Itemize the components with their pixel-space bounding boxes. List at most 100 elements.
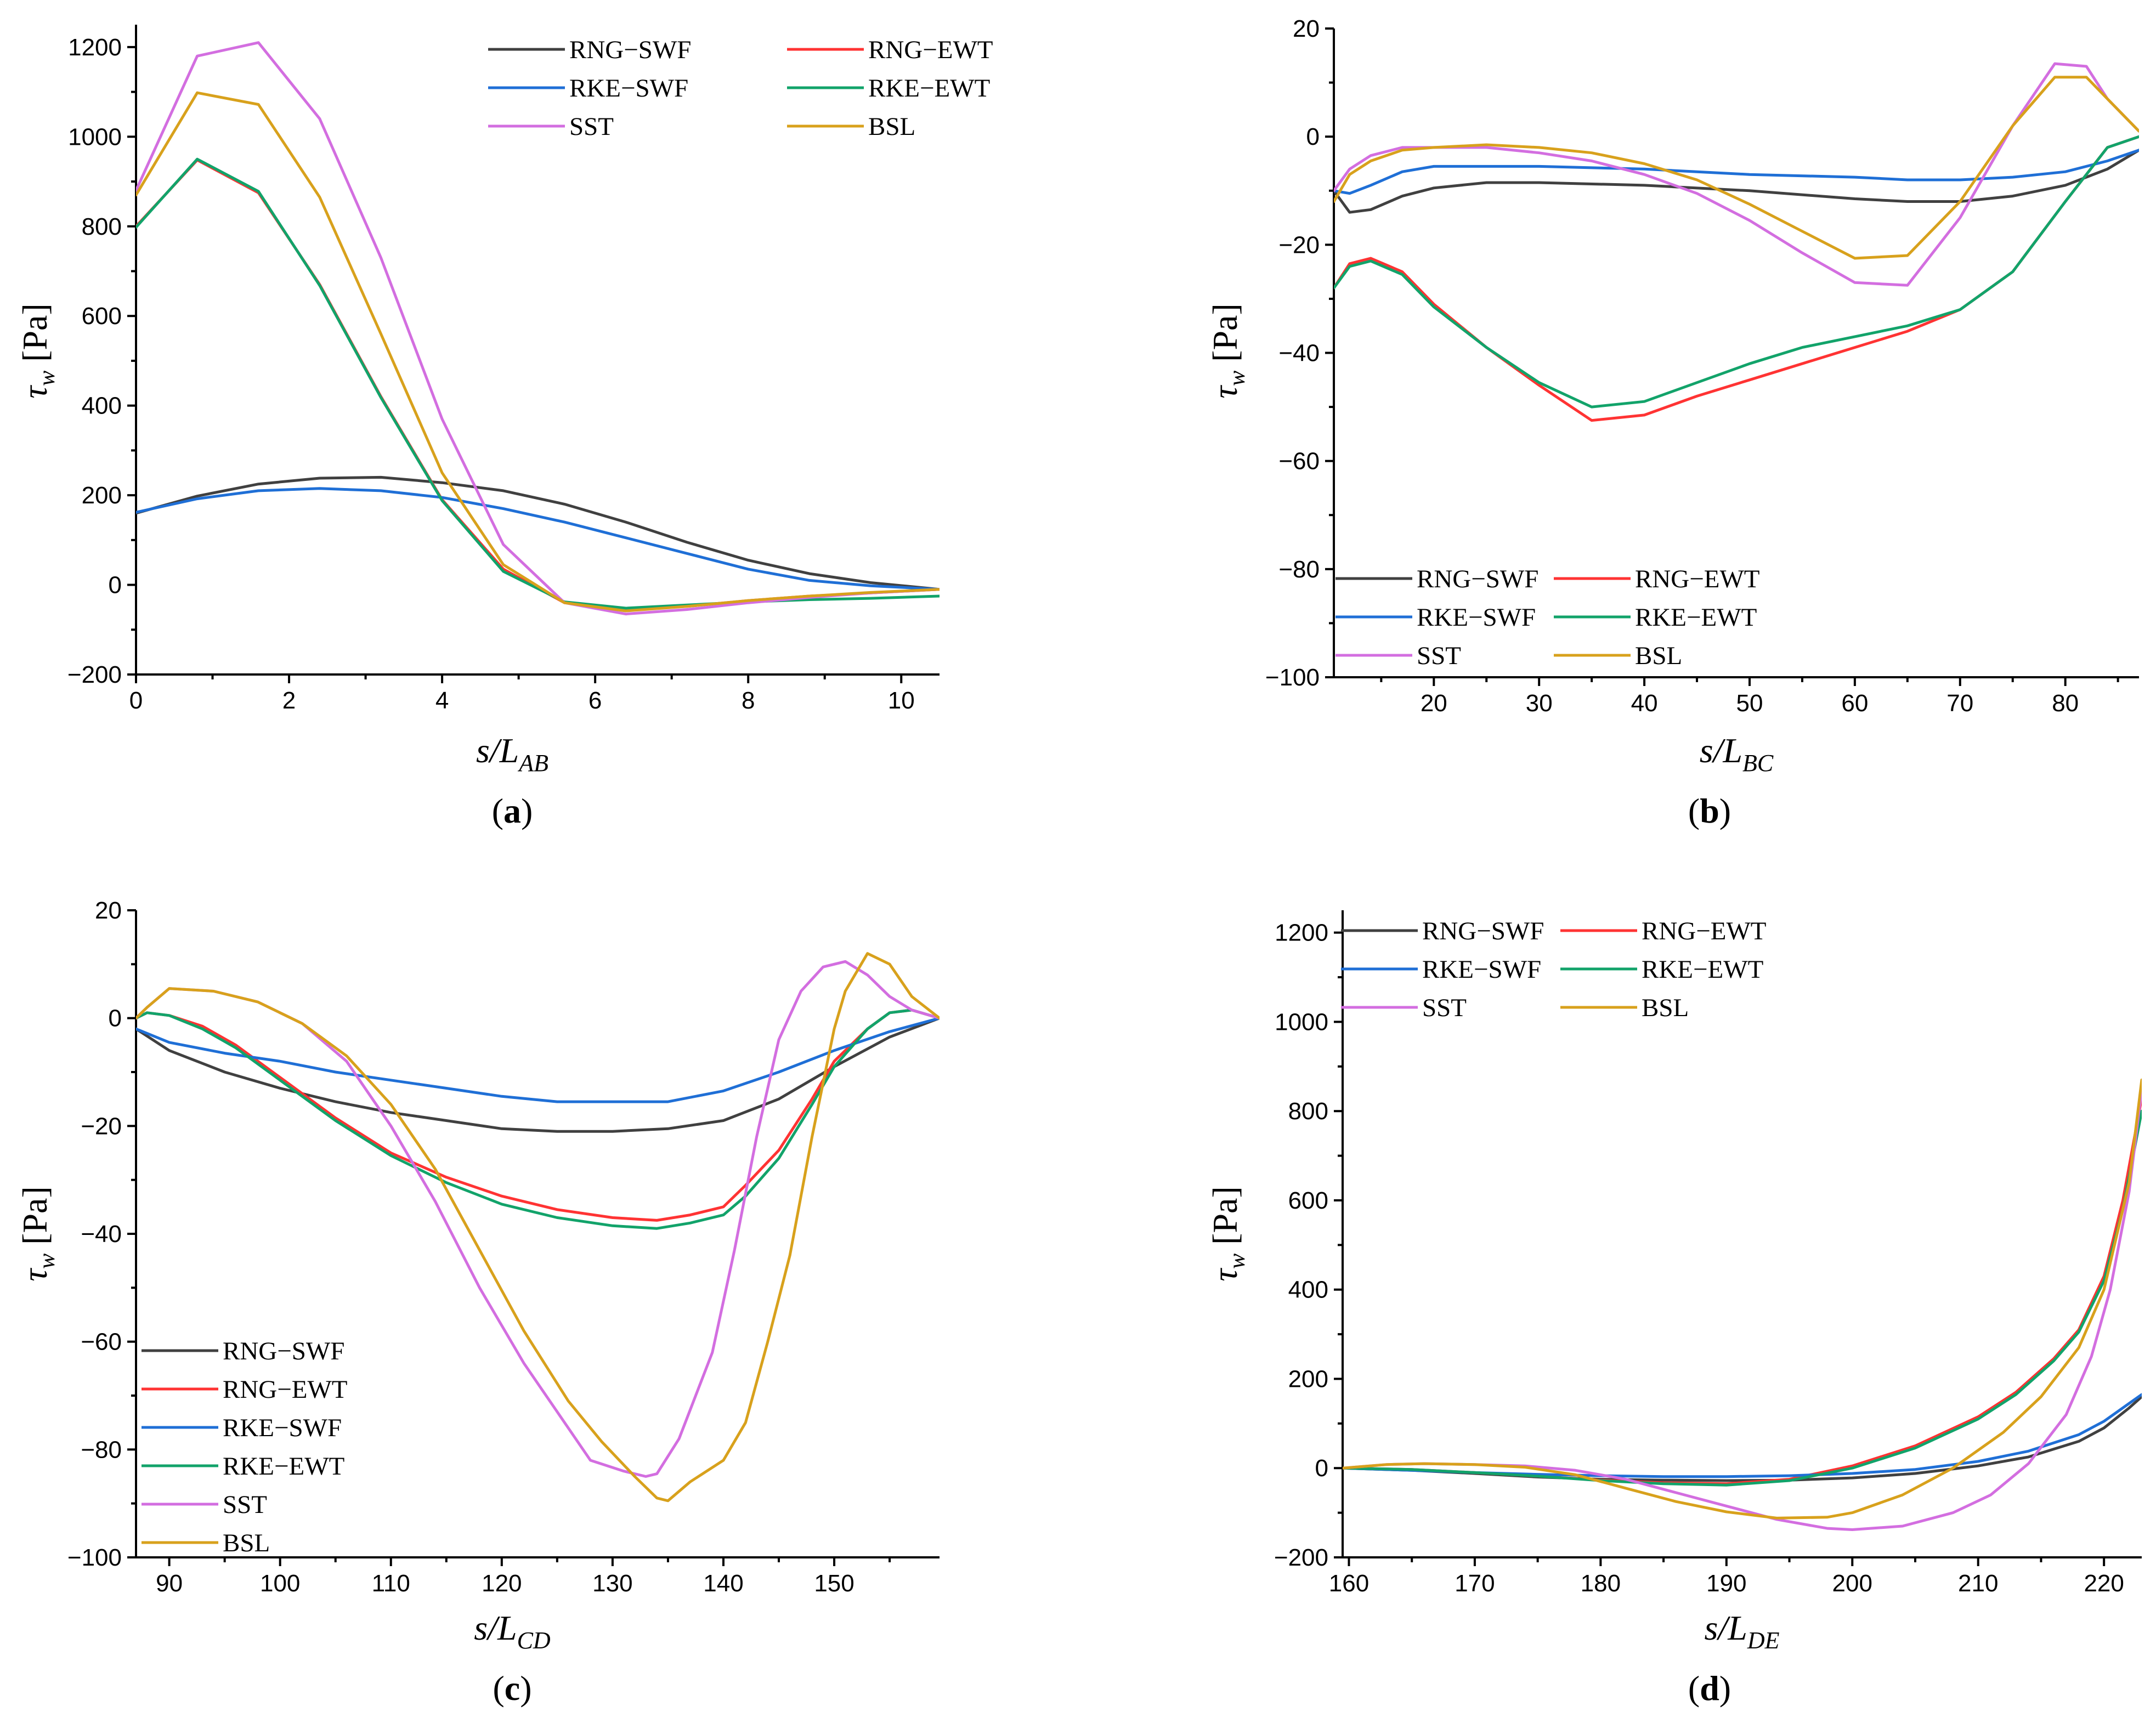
legend-label-rke-ewt: RKE−EWT (868, 74, 990, 103)
x-tick-label: 60 (1841, 690, 1868, 717)
x-tick-label: 80 (2052, 690, 2079, 717)
series-group (1334, 62, 2139, 422)
y-tick-label: 400 (1288, 1277, 1328, 1303)
legend-label-rng-swf: RNG−SWF (223, 1337, 344, 1365)
y-tick-label: 600 (1288, 1187, 1328, 1214)
y-tick-label: 200 (82, 482, 122, 509)
y-tick-label: 400 (82, 393, 122, 420)
series-line-sst (136, 41, 940, 616)
series-line-rng-ewt (136, 158, 940, 611)
x-tick-label: 6 (588, 687, 602, 714)
chart-panel-d: 160 170 180 190 200 210 220 −200 0 200 400 600 800 10… (1206, 910, 2142, 1708)
legend-label-rng-swf: RNG−SWF (1417, 565, 1538, 593)
x-tick-label: 120 (482, 1570, 522, 1597)
legend-label-rke-swf: RKE−SWF (569, 74, 688, 103)
legend-label-sst: SST (223, 1490, 267, 1519)
x-tick-label: 220 (2084, 1570, 2124, 1597)
y-tick-label: −20 (81, 1113, 122, 1140)
x-tick-label: 210 (1958, 1570, 1998, 1597)
series-line-bsl (136, 952, 940, 1503)
y-tick-label: −80 (1278, 556, 1320, 583)
series-line-rng-swf (136, 475, 940, 591)
legend-label-rke-ewt: RKE−EWT (1635, 603, 1757, 632)
y-tick-label: 0 (109, 572, 122, 599)
legend-label-rng-ewt: RNG−EWT (223, 1375, 348, 1404)
series-group (136, 952, 940, 1503)
x-tick-label: 90 (156, 1570, 183, 1597)
y-tick-label: −40 (81, 1221, 122, 1248)
y-tick-label: 600 (82, 303, 122, 330)
x-tick-label: 30 (1526, 690, 1553, 717)
legend-label-bsl: BSL (223, 1529, 270, 1557)
series-line-rng-ewt (136, 1008, 940, 1222)
series-line-rke-ewt (136, 157, 940, 610)
legend-label-rng-ewt: RNG−EWT (1642, 917, 1767, 945)
series-line-bsl (1343, 1078, 2142, 1520)
series-line-rng-ewt (1334, 135, 2139, 422)
y-axis-title: τw [Pa] (15, 303, 60, 399)
x-tick-label: 10 (888, 687, 915, 714)
y-tick-label: 1000 (68, 123, 122, 150)
x-tick-label: 70 (1946, 690, 1973, 717)
panel-label: (a) (492, 791, 533, 830)
panel-label: (b) (1688, 791, 1731, 830)
legend-label-rng-swf: RNG−SWF (569, 36, 691, 64)
x-tick-label: 150 (814, 1570, 854, 1597)
legend-label-rke-swf: RKE−SWF (1417, 603, 1536, 632)
x-tick-label: 190 (1706, 1570, 1746, 1597)
y-tick-label: −100 (67, 1544, 122, 1571)
legend-label-rke-ewt: RKE−EWT (1642, 955, 1763, 984)
x-axis-title: s/LBC (1700, 731, 1774, 776)
y-tick-label: 0 (1315, 1455, 1328, 1482)
x-tick-label: 200 (1832, 1570, 1872, 1597)
series-line-rke-ewt (1343, 1109, 2142, 1487)
y-axis-title: τw [Pa] (15, 1186, 60, 1282)
y-axis-title: τw [Pa] (1206, 303, 1250, 399)
y-tick-label: 20 (1293, 15, 1320, 42)
legend-label-rng-swf: RNG−SWF (1422, 917, 1544, 945)
series-line-rke-swf (136, 1017, 940, 1103)
chart-panel-c: 90 100 110 120 130 140 150 −100 −80 −60 −40 −20 0 20 τ… (15, 897, 940, 1708)
legend-label-rke-ewt: RKE−EWT (223, 1452, 344, 1481)
x-tick-label: 110 (372, 1570, 410, 1597)
y-tick-label: −40 (1278, 340, 1320, 367)
legend: RNG−SWF RNG−EWT RKE−SWF RKE−EWT SST BSL (1336, 565, 1760, 670)
x-tick-label: 2 (282, 687, 296, 714)
y-tick-label: 800 (82, 213, 122, 240)
x-tick-label: 8 (742, 687, 755, 714)
x-tick-label: 100 (260, 1570, 300, 1597)
legend-label-rng-ewt: RNG−EWT (1635, 565, 1760, 593)
x-tick-label: 160 (1329, 1570, 1369, 1597)
x-tick-label: 50 (1736, 690, 1763, 717)
y-tick-label: 1200 (1275, 920, 1328, 946)
y-tick-label: −60 (81, 1329, 122, 1356)
x-tick-label: 140 (703, 1570, 743, 1597)
y-tick-label: 200 (1288, 1365, 1328, 1392)
y-tick-label: 0 (109, 1005, 122, 1032)
series-group (1343, 1078, 2142, 1531)
x-axis-title: s/LDE (1705, 1608, 1780, 1654)
series-line-sst (1334, 62, 2139, 287)
series-group (136, 41, 940, 616)
y-tick-label: −200 (1274, 1544, 1328, 1571)
legend: RNG−SWF RNG−EWT RKE−SWF RKE−EWT SST BSL (488, 36, 993, 141)
panel-label: (d) (1688, 1669, 1731, 1708)
x-axis-title: s/LAB (476, 731, 548, 776)
x-tick-label: 130 (592, 1570, 632, 1597)
series-line-rng-ewt (1343, 1096, 2142, 1486)
series-line-rke-ewt (136, 1008, 940, 1230)
legend: RNG−SWF RNG−EWT RKE−SWF RKE−EWT SST BSL (142, 1337, 348, 1557)
series-line-rng-swf (1334, 149, 2139, 214)
series-line-rke-swf (1334, 149, 2139, 195)
y-tick-label: 20 (95, 897, 122, 924)
y-tick-label: −20 (1278, 231, 1320, 258)
y-tick-label: 800 (1288, 1098, 1328, 1125)
series-line-rng-swf (136, 1017, 940, 1133)
series-line-rke-swf (136, 487, 940, 591)
y-tick-label: −80 (81, 1436, 122, 1463)
legend-label-sst: SST (1422, 994, 1467, 1022)
x-tick-label: 20 (1421, 690, 1447, 717)
series-line-bsl (136, 91, 940, 613)
x-tick-label: 40 (1631, 690, 1658, 717)
